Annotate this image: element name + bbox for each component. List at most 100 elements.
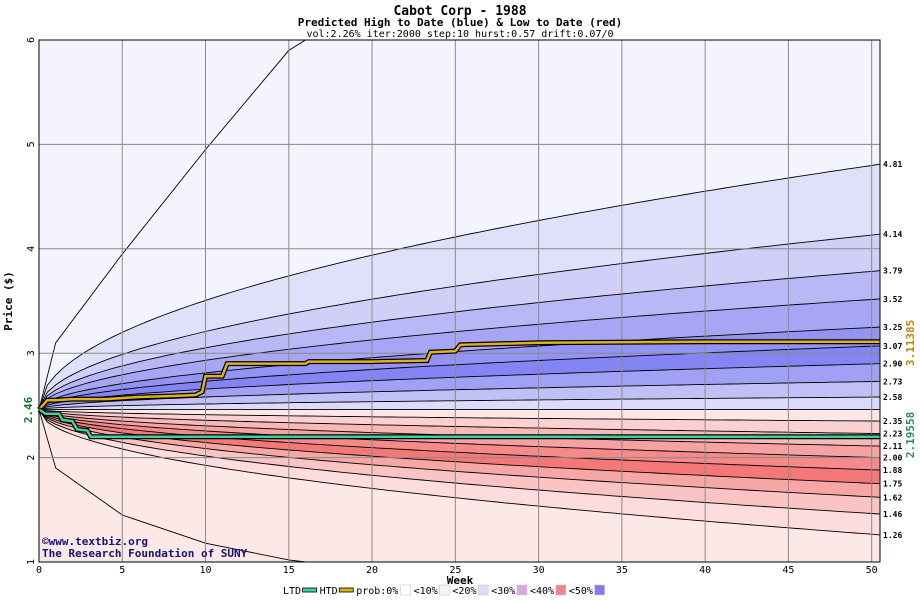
band-area — [39, 363, 880, 410]
y-tick-label: 5 — [26, 141, 37, 147]
chart-subtitle: Predicted High to Date (blue) & Low to D… — [298, 16, 623, 29]
x-tick-label: 40 — [699, 565, 711, 576]
band-end-label: 2.73 — [883, 377, 902, 386]
band-end-label: 2.23 — [883, 430, 902, 439]
htd-path — [38, 340, 880, 411]
x-tick-label: 50 — [866, 565, 878, 576]
band-end-label: 1.26 — [883, 531, 902, 540]
band-end-label: 2.00 — [883, 454, 902, 463]
htd-ltd-paths — [37, 339, 880, 440]
x-tick-label: 45 — [782, 565, 794, 576]
band-area — [39, 409, 880, 498]
band-boundary-line — [38, 409, 881, 536]
band-end-label: 1.46 — [883, 510, 902, 519]
credit-site-text: www.textbiz.org — [49, 535, 148, 548]
band-area — [39, 409, 880, 422]
band-boundary-line — [38, 396, 881, 411]
band-area — [39, 409, 880, 458]
credit-org: The Research Foundation of SUNY — [42, 547, 248, 560]
band-boundary-line — [38, 345, 881, 410]
plot-frame — [38, 39, 881, 563]
chart-title: Cabot Corp - 1988 — [393, 4, 526, 19]
band-boundary-line — [38, 409, 881, 498]
band-end-label: 2.11 — [883, 442, 902, 451]
legend-label: prob:0% — [356, 586, 398, 597]
band-boundary-line — [38, 409, 881, 515]
band-end-label: 3.52 — [883, 295, 902, 304]
legend-label: <10% — [414, 586, 438, 597]
legend-swatch — [302, 587, 318, 593]
band-area — [39, 409, 880, 514]
y-tick-label: 3 — [26, 350, 37, 356]
legend-swatch — [477, 584, 489, 596]
y-tick-label: 4 — [26, 246, 37, 252]
band-end-label: 4.14 — [883, 230, 902, 239]
copyright-icon: © — [42, 535, 49, 548]
band-end-label: 1.88 — [883, 466, 902, 475]
start-price-label: 2.46 — [22, 396, 35, 423]
band-area — [39, 409, 880, 471]
band-area — [39, 409, 880, 484]
x-axis-ticks: 0 5 10 15 20 25 30 35 40 45 50 — [36, 565, 878, 576]
legend: LTD HTD prob:0% <10% <20% <30% <40% <50% — [283, 584, 605, 597]
band-end-label: 2.90 — [883, 360, 902, 369]
legend-label: HTD — [320, 586, 338, 597]
band-end-labels: 4.81 4.14 3.79 3.52 3.25 3.07 2.90 2.73 2.58 2.35… — [883, 160, 902, 540]
x-tick-label: 25 — [449, 565, 461, 576]
x-tick-label: 30 — [533, 565, 545, 576]
y-tick-label: 1 — [26, 559, 37, 565]
legend-swatch — [400, 584, 411, 596]
band-area — [39, 409, 880, 535]
band-end-label: 2.35 — [883, 417, 902, 426]
probability-bands — [38, 40, 881, 562]
credit-site: ©www.textbiz.org — [42, 535, 148, 548]
legend-swatch — [555, 584, 567, 596]
band-area-above — [39, 40, 880, 410]
band-area — [39, 327, 880, 410]
ltd-final-label: 2.19558 — [904, 412, 917, 458]
band-area — [39, 234, 880, 410]
band-boundary-line — [38, 409, 881, 435]
band-end-label: 3.07 — [883, 342, 902, 351]
band-area — [39, 270, 880, 410]
band-boundary-line — [38, 298, 881, 410]
band-boundary-line — [38, 409, 881, 485]
band-boundary-line — [38, 326, 881, 410]
band-area-below — [39, 409, 880, 562]
band-boundary-line — [38, 163, 881, 410]
x-tick-label: 10 — [200, 565, 212, 576]
band-area — [39, 164, 880, 410]
legend-label: <40% — [530, 586, 554, 597]
outer-envelope — [38, 39, 306, 563]
band-boundary-line — [38, 233, 881, 410]
band-boundary-line — [38, 409, 881, 459]
band-area — [39, 381, 880, 410]
legend-swatch — [516, 584, 528, 596]
outer-min-line — [38, 409, 306, 563]
x-tick-label: 5 — [119, 565, 125, 576]
legend-swatch — [439, 584, 450, 596]
x-tick-label: 35 — [616, 565, 628, 576]
legend-label: LTD — [283, 586, 301, 597]
chart-params: vol:2.26% iter:2000 step:10 hurst:0.57 d… — [306, 29, 613, 40]
band-end-label: 2.58 — [883, 393, 902, 402]
legend-label: <20% — [452, 586, 476, 597]
band-area — [39, 345, 880, 410]
y-axis-ticks: 1 2 3 4 5 6 — [26, 37, 37, 565]
y-tick-label: 2 — [26, 455, 37, 461]
legend-label: <50% — [569, 586, 593, 597]
band-area — [39, 298, 880, 410]
x-tick-label: 0 — [36, 565, 42, 576]
x-axis-label: Week — [447, 574, 474, 587]
legend-swatch — [338, 587, 354, 593]
band-boundary-line — [38, 363, 881, 410]
legend-label: <30% — [491, 586, 515, 597]
band-boundary-line — [38, 409, 881, 422]
band-area — [39, 397, 880, 410]
legend-swatch — [594, 584, 605, 596]
band-end-label: 4.81 — [883, 160, 902, 169]
ltd-path — [38, 408, 880, 438]
outer-max-line — [38, 39, 306, 410]
y-tick-label: 6 — [26, 37, 37, 43]
band-end-label: 3.79 — [883, 267, 902, 276]
